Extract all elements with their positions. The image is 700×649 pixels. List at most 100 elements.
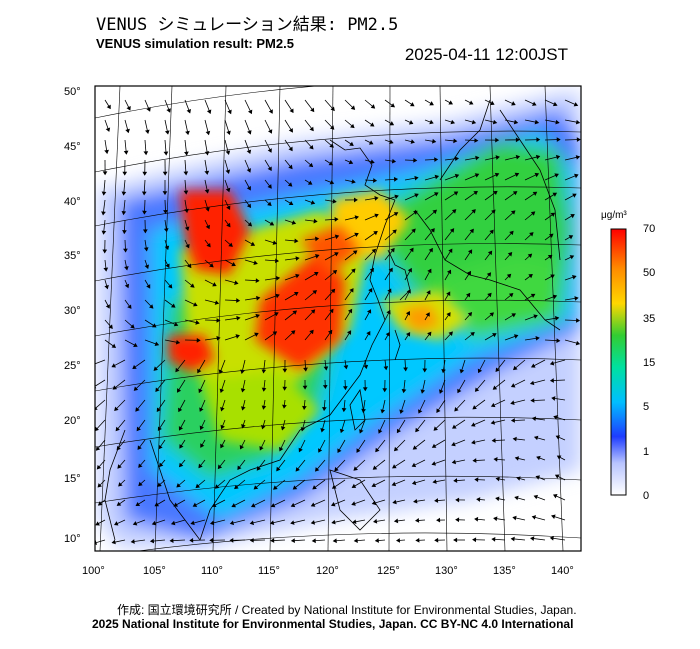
wind-arrowhead — [492, 333, 497, 338]
wind-arrowhead — [200, 443, 205, 448]
wind-arrowhead — [141, 191, 147, 196]
wind-arrowhead — [261, 405, 267, 410]
wind-arrowhead — [259, 446, 264, 451]
wind-arrowhead — [193, 302, 198, 307]
wind-arrowhead — [383, 366, 389, 371]
wind-arrowhead — [534, 172, 540, 178]
wind-arrowhead — [351, 268, 356, 274]
wind-arrowhead — [349, 288, 354, 293]
wind-arrowhead — [374, 213, 379, 218]
wind-arrowhead — [290, 520, 295, 525]
wind-arrowhead — [146, 107, 151, 112]
wind-arrowhead — [135, 407, 140, 412]
wind-arrowhead — [339, 428, 345, 434]
wind-arrowhead — [475, 155, 480, 161]
wind-arrowhead — [234, 280, 239, 285]
wind-arrowhead — [239, 444, 245, 450]
wind-arrowhead — [471, 119, 477, 125]
wind-arrowhead — [159, 462, 164, 468]
title-english: VENUS simulation result: PM2.5 — [96, 36, 294, 51]
wind-arrowhead — [495, 476, 500, 482]
wind-arrowhead — [138, 481, 143, 487]
wind-arrowhead — [312, 290, 318, 295]
wind-arrowhead — [267, 129, 273, 134]
wind-arrowhead — [552, 101, 558, 107]
wind-arrowhead — [513, 119, 519, 125]
wind-arrowhead — [453, 537, 458, 543]
wind-arrowhead — [389, 121, 395, 126]
wind-arrowhead — [214, 300, 220, 305]
wind-arrowhead — [549, 360, 555, 366]
wind-arrowhead — [225, 187, 231, 193]
wind-arrowhead — [507, 252, 513, 257]
wind-arrowhead — [303, 367, 308, 372]
wind-arrowhead — [490, 100, 495, 106]
wind-arrowhead — [124, 283, 130, 289]
wind-arrowhead — [273, 485, 278, 490]
wind-arrowhead — [185, 243, 190, 249]
wind-arrowhead — [151, 323, 157, 328]
colorbar-label: 5 — [643, 401, 650, 413]
wind-arrowhead — [103, 267, 109, 272]
wind-arrowhead — [290, 330, 296, 335]
wind-arrowhead — [214, 484, 220, 489]
wind-arrowhead — [527, 253, 533, 259]
wind-arrowhead — [144, 264, 150, 270]
wind-arrowhead — [330, 288, 336, 294]
wind-arrowhead — [334, 217, 339, 222]
wind-arrowhead — [331, 484, 337, 489]
wind-arrowhead — [453, 191, 459, 196]
wind-arrowhead — [453, 478, 458, 483]
longitude-label: 135° — [493, 565, 516, 577]
wind-arrowhead — [429, 101, 434, 106]
wind-arrowhead — [130, 539, 135, 544]
wind-arrowhead — [553, 494, 558, 499]
longitude-label: 110° — [201, 565, 223, 577]
colorbar-unit: μg/m³ — [601, 210, 627, 221]
wind-arrowhead — [471, 439, 476, 445]
wind-arrowhead — [396, 428, 402, 434]
wind-arrowhead — [414, 193, 419, 198]
wind-arrowhead — [308, 162, 314, 168]
colorbar-label: 50 — [643, 267, 656, 279]
wind-arrowhead — [554, 173, 559, 178]
wind-arrowhead — [122, 171, 128, 176]
wind-arrowhead — [272, 240, 278, 245]
wind-arrowhead — [408, 120, 414, 125]
wind-arrowhead — [121, 191, 127, 196]
wind-arrowhead — [220, 424, 225, 430]
wind-arrowhead — [451, 209, 457, 214]
wind-arrowhead — [113, 521, 119, 526]
wind-arrowhead — [313, 218, 318, 224]
wind-arrowhead — [226, 130, 231, 136]
wind-arrowhead — [436, 517, 441, 523]
longitude-label: 105° — [143, 565, 166, 577]
wind-arrowhead — [491, 537, 496, 542]
wind-arrowhead — [142, 171, 148, 176]
wind-arrowhead — [310, 107, 315, 113]
wind-arrowhead — [322, 384, 328, 389]
wind-arrowhead — [530, 211, 536, 216]
wind-arrowhead — [555, 119, 560, 125]
wind-arrowhead — [342, 386, 348, 391]
wind-arrowhead — [186, 108, 192, 114]
wind-arrowhead — [493, 516, 498, 522]
latitude-label: 25° — [64, 360, 81, 372]
wind-arrowhead — [436, 408, 441, 413]
wind-arrowhead — [554, 315, 560, 321]
wind-arrowhead — [415, 518, 420, 523]
wind-arrowhead — [410, 139, 415, 144]
wind-arrowhead — [310, 309, 316, 314]
wind-arrowhead — [112, 385, 118, 390]
wind-arrowhead — [166, 108, 171, 113]
wind-arrowhead — [476, 497, 481, 502]
wind-arrowhead — [247, 221, 253, 227]
wind-arrowhead — [302, 385, 308, 390]
wind-arrowhead — [282, 386, 288, 391]
wind-arrowhead — [413, 157, 418, 163]
longitude-label: 130° — [435, 565, 458, 577]
wind-arrowhead — [176, 388, 182, 393]
wind-arrowhead — [414, 175, 419, 181]
colorbar-label: 15 — [643, 357, 656, 369]
wind-arrowhead — [552, 192, 558, 197]
